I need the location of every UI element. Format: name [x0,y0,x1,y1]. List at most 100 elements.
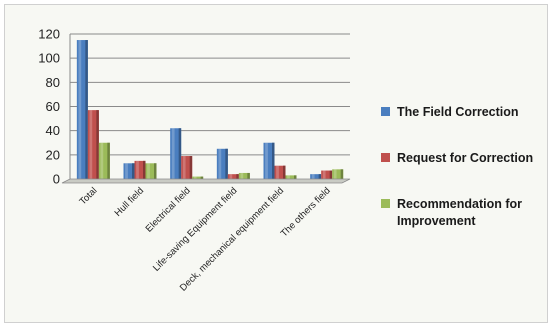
bar [332,169,344,179]
y-tick-label: 0 [53,172,60,187]
bar [238,172,250,179]
x-category-label: Deck, mechanical equipment field [178,185,286,293]
bar-highlight [193,176,197,179]
bar [134,160,146,179]
bar-face [332,169,344,179]
bar-shadow [318,174,322,179]
legend-swatch [381,199,390,208]
bar-highlight [287,175,290,179]
legend-label: The Field Correction [397,105,519,119]
bar-highlight [125,163,128,179]
bar-highlight [147,163,150,179]
bar-highlight [240,172,244,179]
bar-face [263,142,275,179]
x-category-label: Life-saving Equipment field [151,185,239,273]
bar-shadow [329,170,333,179]
bar [123,163,135,179]
legend-label: Request for Correction [397,151,533,165]
bar [76,40,88,179]
bar-face [181,156,193,179]
bar-face [238,172,250,179]
bar-shadow [225,148,228,179]
bar-shadow [132,163,135,179]
bar-shadow [272,142,275,179]
y-tick-label: 80 [46,75,60,90]
bar-shadow [85,40,88,179]
bar-highlight [136,160,139,179]
axes [61,34,351,184]
x-category-label: Total [77,185,99,207]
legend-item: The Field Correction [381,105,519,119]
legend-swatch [381,153,390,162]
x-category-label: Electrical field [144,185,193,234]
bar-shadow [283,165,286,179]
bar-face [76,40,88,179]
y-tick-label: 40 [46,123,60,138]
bars [76,40,344,179]
legend-label: Recommendation for [397,197,522,211]
y-axis-tick-labels: 0 20 40 60 80 100 120 [38,27,60,187]
bar-shadow [340,169,344,179]
legend-swatch [381,107,390,116]
y-tick-label: 100 [38,51,60,66]
y-tick-label: 120 [38,27,60,42]
bar [145,163,157,179]
legend-label: Improvement [397,214,476,228]
bar-highlight [229,174,233,179]
bar-face [98,142,110,179]
bar [170,128,182,179]
bar-face [87,110,99,179]
bar-shadow [178,128,182,179]
bar-face [274,165,286,179]
legend: The Field Correction Request for Correcti… [381,105,533,228]
bar-highlight [171,128,175,179]
y-tick-label: 20 [46,147,60,162]
bar-face [310,174,322,179]
bar-face [134,160,146,179]
bar [192,176,204,179]
bar [310,174,322,179]
legend-item: Recommendation for Improvement [381,197,522,228]
bar-shadow [247,172,250,179]
x-category-label: The others field [279,185,333,239]
bar-shadow [200,176,204,179]
bar [285,175,297,179]
bar-highlight [100,142,104,179]
bar-highlight [89,110,93,179]
bar [98,142,110,179]
bar [321,170,333,179]
bar [263,142,275,179]
bar [216,148,228,179]
bar-face [321,170,333,179]
bar-shadow [294,175,297,179]
bar [181,156,193,179]
bar-highlight [78,40,82,179]
bar-highlight [322,170,326,179]
bar-face [170,128,182,179]
gridlines [70,33,350,156]
bar-highlight [218,148,222,179]
bar [274,165,286,179]
x-axis-floor [61,178,351,184]
legend-item: Request for Correction [381,151,533,165]
x-category-label: Hull field [113,185,147,219]
y-tick-label: 60 [46,99,60,114]
bar-shadow [154,163,157,179]
bar-highlight [276,165,279,179]
bar-shadow [236,174,239,179]
bar-shadow [189,156,193,179]
bar-highlight [265,142,268,179]
bar-highlight [182,156,186,179]
bar-face [227,174,239,179]
bar-shadow [96,110,99,179]
bar-highlight [333,169,337,179]
bar-shadow [143,160,146,179]
bar-face [123,163,135,179]
bar-face [285,175,297,179]
bar-face [216,148,228,179]
bar-face [192,176,204,179]
bar [87,110,99,179]
bar-shadow [107,142,110,179]
